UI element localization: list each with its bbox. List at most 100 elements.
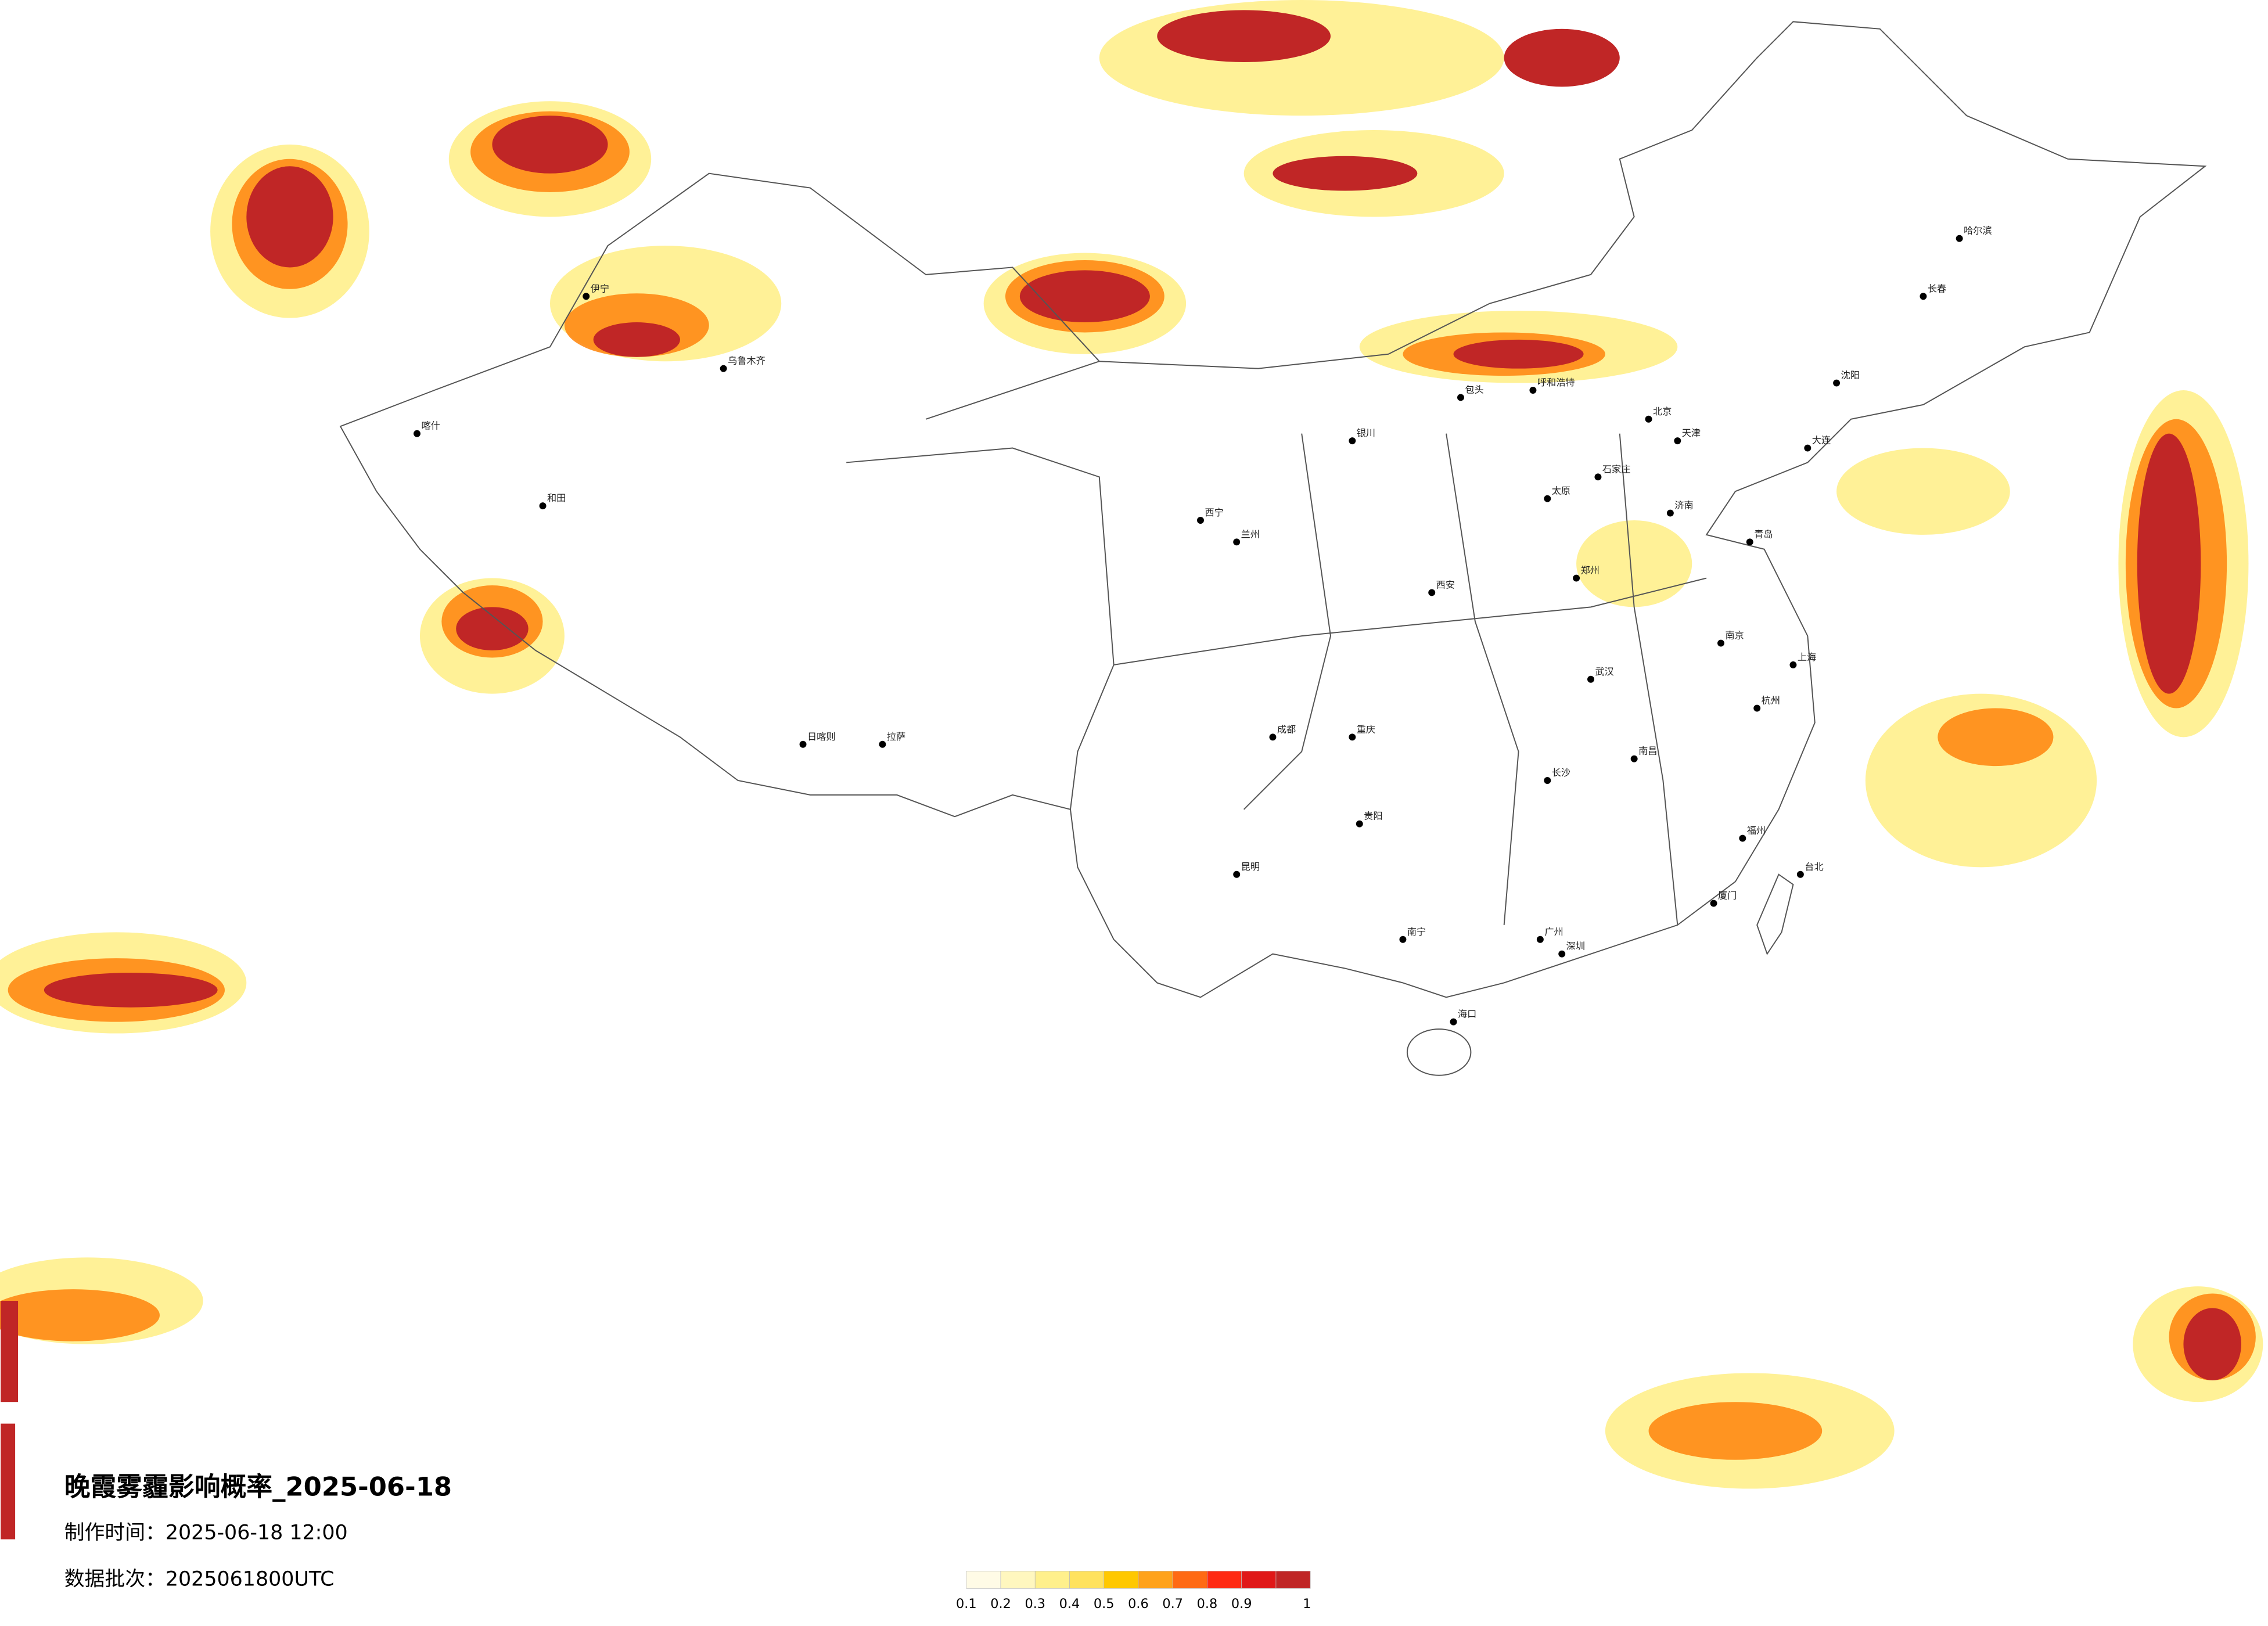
city-dot (720, 365, 727, 372)
legend-tick-label: 0.7 (1162, 1596, 1183, 1611)
city-dot (1197, 517, 1204, 524)
legend-tick-label: 0.5 (1094, 1596, 1115, 1611)
legend-swatch (1069, 1571, 1105, 1589)
city-label: 太原 (1552, 485, 1570, 497)
city-dot (1753, 704, 1761, 712)
city-label: 重庆 (1357, 724, 1375, 735)
city-dot (1746, 538, 1753, 546)
map-title: 晚霞雾霾影响概率_2025-06-18 (64, 1472, 452, 1502)
legend-tick-label: 0.6 (1128, 1596, 1149, 1611)
city-dot (583, 293, 590, 300)
city-dot (1573, 574, 1580, 582)
legend-swatch (1000, 1571, 1036, 1589)
city-dot (1645, 415, 1652, 423)
city-dot (1717, 639, 1724, 647)
city-dot (1269, 733, 1277, 741)
city-label: 海口 (1458, 1009, 1476, 1020)
city-label: 杭州 (1762, 695, 1780, 706)
city-label: 拉萨 (887, 731, 905, 742)
city-dot (1710, 900, 1717, 907)
city-dot (799, 740, 807, 748)
city-label: 深圳 (1566, 941, 1585, 952)
city-dot (1594, 473, 1602, 481)
city-label: 沈阳 (1841, 370, 1860, 381)
city-dot (1789, 661, 1797, 668)
city-label: 贵阳 (1364, 811, 1382, 822)
city-dot (1349, 437, 1356, 445)
city-dot (1804, 444, 1811, 452)
haze-layer (0, 0, 2263, 1539)
boundaries (339, 21, 2207, 1076)
city-label: 郑州 (1581, 565, 1600, 576)
city-dot (1833, 379, 1841, 387)
city-label: 广州 (1544, 926, 1563, 937)
legend-swatch (1241, 1571, 1277, 1589)
city-label: 西安 (1436, 580, 1455, 591)
legend-swatch (966, 1571, 1001, 1589)
city-label: 兰州 (1241, 528, 1260, 539)
city-label: 天津 (1682, 427, 1701, 438)
data-batch: 数据批次：2025061800UTC (64, 1567, 335, 1591)
city-label: 南昌 (1638, 746, 1657, 757)
city-label: 呼和浩特 (1537, 377, 1575, 388)
city-dot (1587, 675, 1594, 683)
city-dot (1356, 820, 1363, 828)
city-dot (1529, 387, 1537, 394)
city-dot (1956, 235, 1963, 242)
city-label: 昆明 (1241, 861, 1260, 872)
city-label: 上海 (1798, 652, 1816, 663)
legend-swatch (1172, 1571, 1207, 1589)
city-dot (1796, 870, 1804, 878)
city-dot (1233, 870, 1241, 878)
city-dot (879, 740, 886, 748)
city-label: 台北 (1805, 861, 1823, 872)
city-label: 青岛 (1754, 528, 1773, 539)
city-label: 长春 (1928, 283, 1946, 294)
legend-swatch (1207, 1571, 1242, 1589)
city-label: 石家庄 (1602, 463, 1630, 474)
legend-tick-label: 0.8 (1197, 1596, 1218, 1611)
city-label: 日喀则 (807, 731, 835, 742)
legend-swatch (1034, 1571, 1070, 1589)
city-label: 乌鲁木齐 (728, 355, 765, 366)
city-dot (1544, 495, 1551, 502)
city-dot (1233, 538, 1241, 546)
city-dot (1349, 733, 1356, 741)
city-label: 南京 (1725, 630, 1744, 641)
city-dot (1920, 293, 1927, 300)
city-dot (1428, 589, 1436, 596)
legend: 0.1 0.2 0.3 0.4 0.5 0.6 0.7 0.8 0.9 1 (956, 1571, 1311, 1611)
legend-tick-label: 1 (1303, 1596, 1311, 1611)
city-label: 伊宁 (591, 283, 609, 294)
made-time: 制作时间：2025-06-18 12:00 (64, 1521, 348, 1545)
city-label: 厦门 (1718, 890, 1737, 901)
legend-swatch (1275, 1571, 1311, 1589)
city-label: 西宁 (1205, 507, 1223, 518)
city-dot (1544, 777, 1551, 784)
city-dot (1399, 936, 1407, 943)
legend-tick-label: 0.4 (1059, 1596, 1080, 1611)
city-label: 济南 (1674, 500, 1693, 511)
city-label: 福州 (1747, 825, 1766, 836)
legend-swatch (1138, 1571, 1173, 1589)
city-label: 南宁 (1407, 926, 1426, 937)
city-dot (1630, 755, 1638, 762)
legend-tick-label: 0.9 (1231, 1596, 1252, 1611)
city-dot (1450, 1018, 1457, 1026)
city-dot (1558, 950, 1566, 958)
legend-swatch (1104, 1571, 1139, 1589)
city-dot (1674, 437, 1681, 445)
city-dot (1457, 394, 1464, 401)
city-label: 大连 (1812, 435, 1831, 446)
city-label: 包头 (1465, 384, 1483, 395)
city-dot (1666, 509, 1674, 517)
legend-tick-label: 0.1 (956, 1596, 977, 1611)
legend-tick-label: 0.3 (1025, 1596, 1045, 1611)
city-label: 银川 (1357, 427, 1375, 438)
city-label: 北京 (1653, 406, 1672, 417)
legend-tick-label: 0.2 (990, 1596, 1011, 1611)
city-label: 武汉 (1595, 666, 1613, 677)
